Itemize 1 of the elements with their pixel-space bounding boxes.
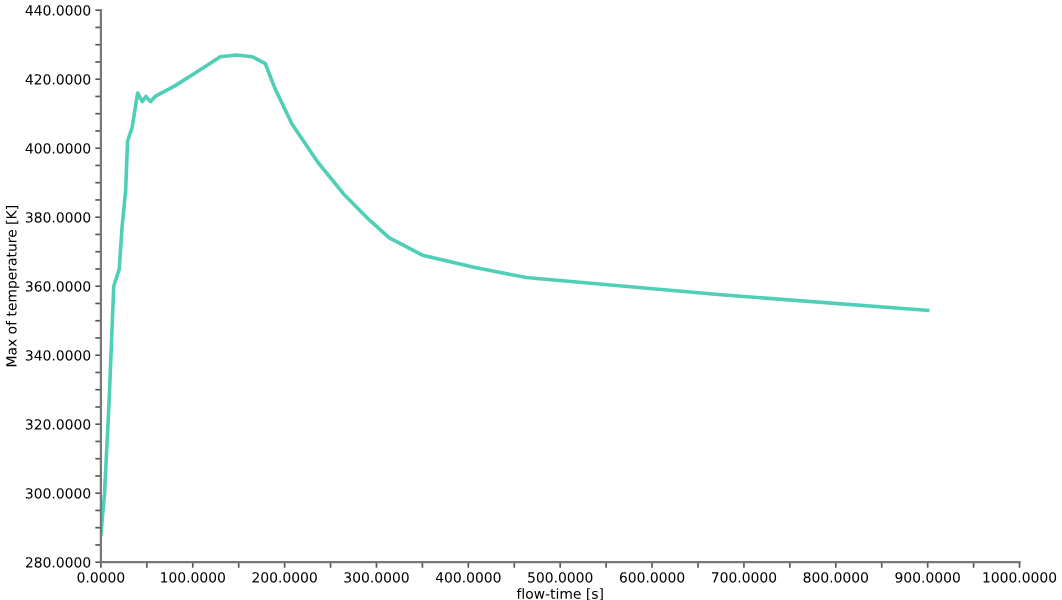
line-series [100,53,930,537]
